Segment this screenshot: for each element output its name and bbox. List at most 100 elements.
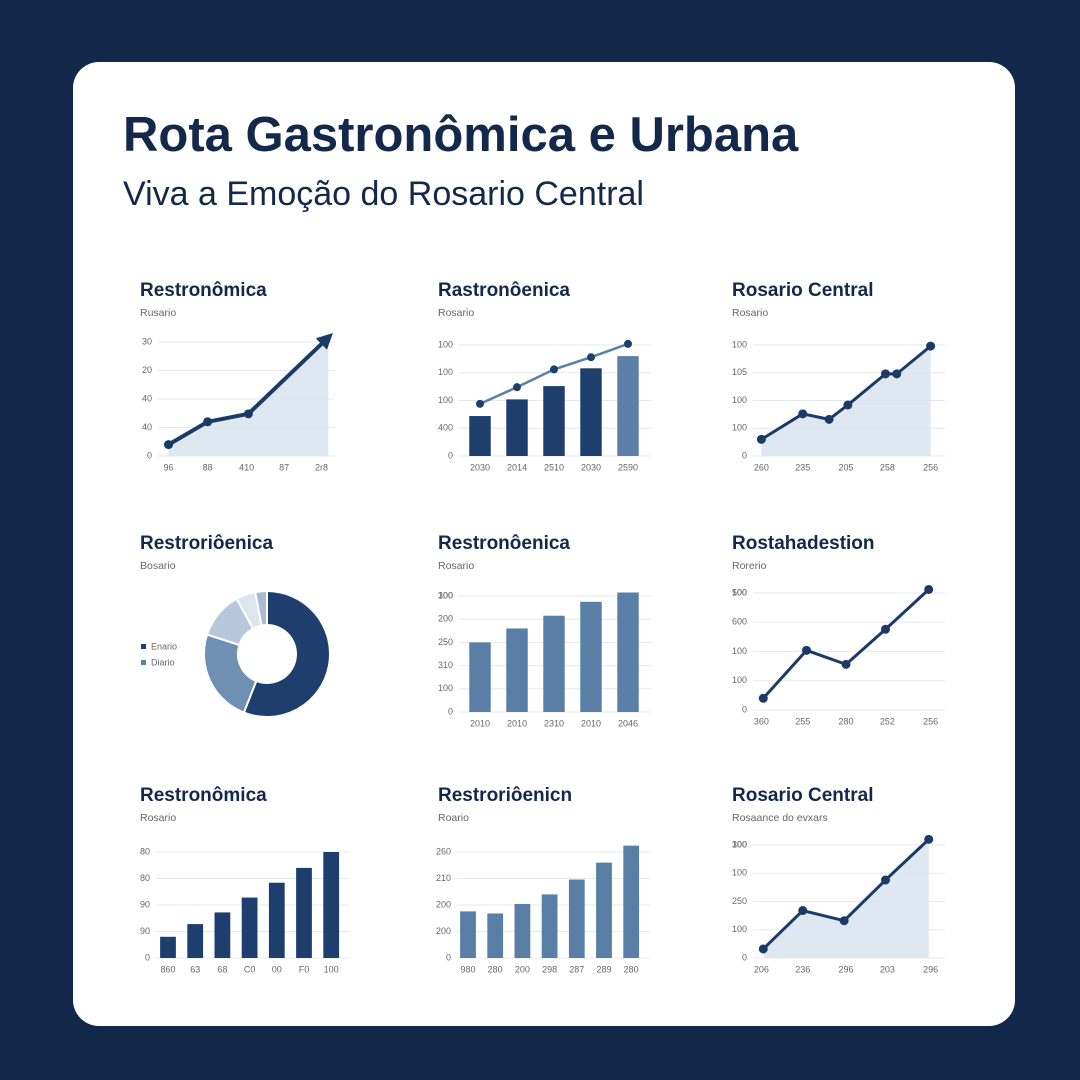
x-tick-label: 256 [923,716,938,726]
bar [187,924,204,958]
y-tick-label: 250 [438,637,453,647]
x-tick-label: 203 [880,964,895,974]
y-tick-label: 100 [438,590,453,600]
bar [543,615,565,712]
panel-title: Restronôenica [438,533,570,554]
x-tick-label: 2590 [618,462,638,472]
area [763,839,929,958]
x-tick-label: 296 [923,964,938,974]
x-tick-label: 2010 [507,718,527,728]
x-tick-label: 2010 [581,718,601,728]
page-subtitle: Viva a Emoção do Rosario Central [123,175,644,213]
pie-slice [242,589,331,718]
x-tick-label: 280 [488,964,503,974]
y-tick-label: 310 [438,660,453,670]
line-point [756,434,766,444]
panel-title: Restroriôenica [140,533,273,554]
line-point [164,440,173,450]
line-point [841,659,851,669]
panel-subtitle: Rosario [438,307,474,319]
y-tick-label: 40 [142,422,152,432]
x-tick-label: 280 [624,964,639,974]
bar [487,913,504,958]
x-tick-label: 2014 [507,462,527,472]
area [761,346,931,456]
bar [541,894,558,958]
line-point [624,339,632,348]
legend-swatch [141,660,146,665]
x-tick-label: 360 [754,716,769,726]
x-tick-label: 200 [515,964,530,974]
bar [506,399,528,456]
x-tick-label: 87 [279,462,289,472]
x-tick-label: 289 [596,964,611,974]
card [73,62,1015,1026]
y-tick-label: 0 [446,952,451,962]
x-tick-label: 287 [569,964,584,974]
y-tick-label: 300 [438,590,453,600]
bar [580,601,602,712]
y-tick-label: 100 [732,587,747,597]
x-tick-label: 96 [163,462,173,472]
y-tick-label: 100 [438,339,453,349]
line [167,333,333,447]
y-tick-label: 0 [448,706,453,716]
x-tick-label: 280 [838,716,853,726]
line-point [243,409,253,419]
y-tick-label: 80 [140,846,150,856]
bar [543,386,565,456]
y-tick-label: 20 [142,365,152,375]
y-tick-label: 400 [438,423,453,433]
x-tick-label: 2310 [544,718,564,728]
x-tick-label: 236 [795,964,810,974]
y-tick-label: 100 [732,675,747,685]
x-tick-label: 255 [795,716,810,726]
y-tick-label: 30 [142,336,152,346]
y-tick-label: 100 [732,924,747,934]
line-point [839,916,849,926]
legend-label: Diario [151,657,175,667]
line-point [924,834,934,844]
x-tick-label: F0 [299,964,310,974]
y-tick-label: 210 [436,873,451,883]
line-point [513,383,521,392]
panel-subtitle: Rusario [140,307,176,319]
panel-title: Restronômica [140,785,267,806]
x-tick-label: 2030 [470,462,490,472]
x-tick-label: 100 [324,964,339,974]
panel-subtitle: Rosario [140,812,176,824]
x-tick-label: 258 [880,462,895,472]
y-tick-label: 200 [438,614,453,624]
x-tick-label: 2r8 [315,462,328,472]
bar [323,852,340,958]
bar [514,903,531,958]
line-point [758,944,768,954]
line-point [802,645,812,655]
bar [568,879,585,958]
x-tick-label: 252 [880,716,895,726]
y-tick-label: 0 [145,952,150,962]
bar [268,882,285,958]
x-tick-label: 00 [272,964,282,974]
y-tick-label: 100 [732,839,747,849]
line-point [880,624,890,634]
panel-subtitle: Bosario [140,560,176,572]
pie-slice [203,633,258,714]
y-tick-label: 100 [438,683,453,693]
y-tick-label: 105 [732,367,747,377]
y-tick-label: 100 [732,646,747,656]
x-tick-label: 296 [838,964,853,974]
y-tick-label: 300 [732,839,747,849]
y-tick-label: 100 [732,868,747,878]
line-point [843,400,853,410]
x-tick-label: 860 [160,964,175,974]
bar [596,862,612,958]
x-tick-label: 2510 [544,462,564,472]
y-tick-label: 100 [438,367,453,377]
y-tick-label: 500 [732,587,747,597]
legend-label: Enario [151,641,177,651]
x-tick-label: 260 [754,462,769,472]
y-tick-label: 0 [742,450,747,460]
line-point [587,353,595,362]
